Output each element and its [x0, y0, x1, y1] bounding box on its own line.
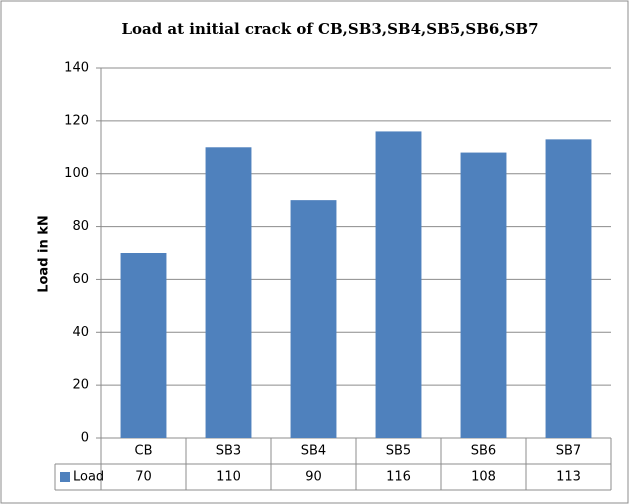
- bar: [290, 200, 337, 438]
- legend-swatch: [60, 472, 70, 482]
- y-tick-label: 20: [72, 378, 89, 393]
- table-value: 108: [471, 470, 496, 485]
- table-value: 90: [305, 470, 322, 485]
- x-tick-label: CB: [135, 444, 153, 459]
- bar: [205, 147, 252, 439]
- chart-title: Load at initial crack of CB,SB3,SB4,SB5,…: [121, 20, 538, 38]
- x-tick-label: SB3: [216, 444, 241, 459]
- y-tick-label: 120: [64, 113, 89, 128]
- y-tick-label: 140: [64, 61, 89, 76]
- x-tick-label: SB5: [386, 444, 411, 459]
- table-value: 116: [386, 470, 411, 485]
- table-value: 110: [216, 470, 241, 485]
- bar: [120, 253, 167, 438]
- y-tick-label: 60: [72, 272, 89, 287]
- bar: [545, 139, 592, 438]
- table-value: 70: [135, 470, 152, 485]
- table-value: 113: [556, 470, 581, 485]
- x-tick-label: SB6: [471, 444, 496, 459]
- y-tick-label: 0: [81, 431, 89, 446]
- y-tick-label: 80: [72, 219, 89, 234]
- x-tick-label: SB4: [301, 444, 326, 459]
- bar: [375, 131, 422, 438]
- x-tick-label: SB7: [556, 444, 581, 459]
- bar: [460, 152, 507, 439]
- y-tick-label: 100: [64, 166, 89, 181]
- y-tick-label: 40: [72, 325, 89, 340]
- y-axis-label: Load in kN: [37, 215, 52, 293]
- legend-label: Load: [73, 470, 104, 485]
